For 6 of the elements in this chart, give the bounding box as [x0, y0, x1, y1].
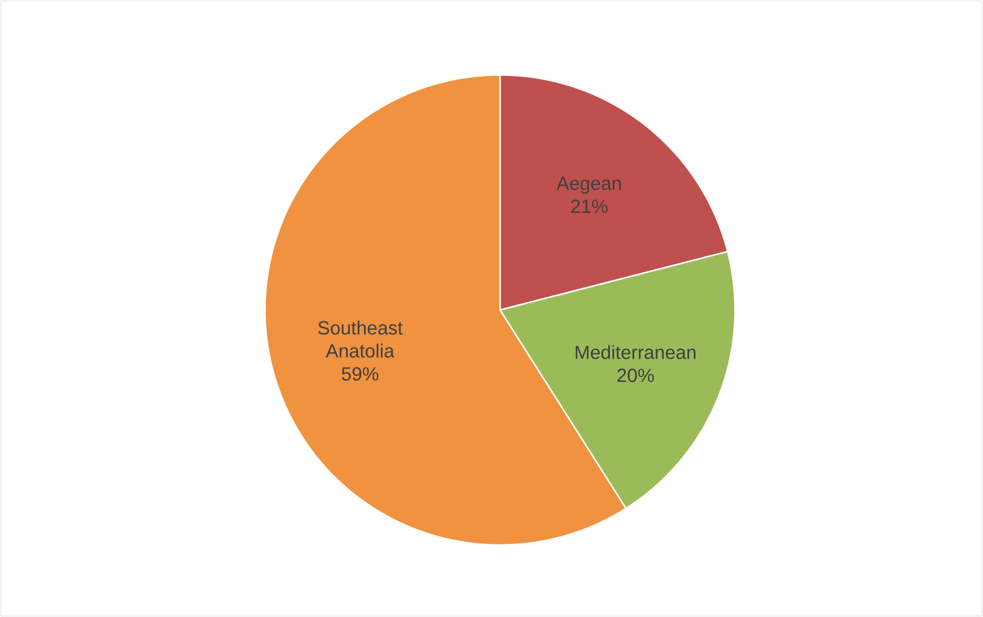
- data-label: 20%: [617, 368, 654, 382]
- slice-label: Aegean: [556, 176, 621, 194]
- slice-label: Mediterranean: [576, 345, 696, 360]
- data-label: 21%: [571, 200, 608, 213]
- data-label: 59%: [342, 367, 378, 381]
- slice-label: Southeast Anatolia: [318, 320, 403, 358]
